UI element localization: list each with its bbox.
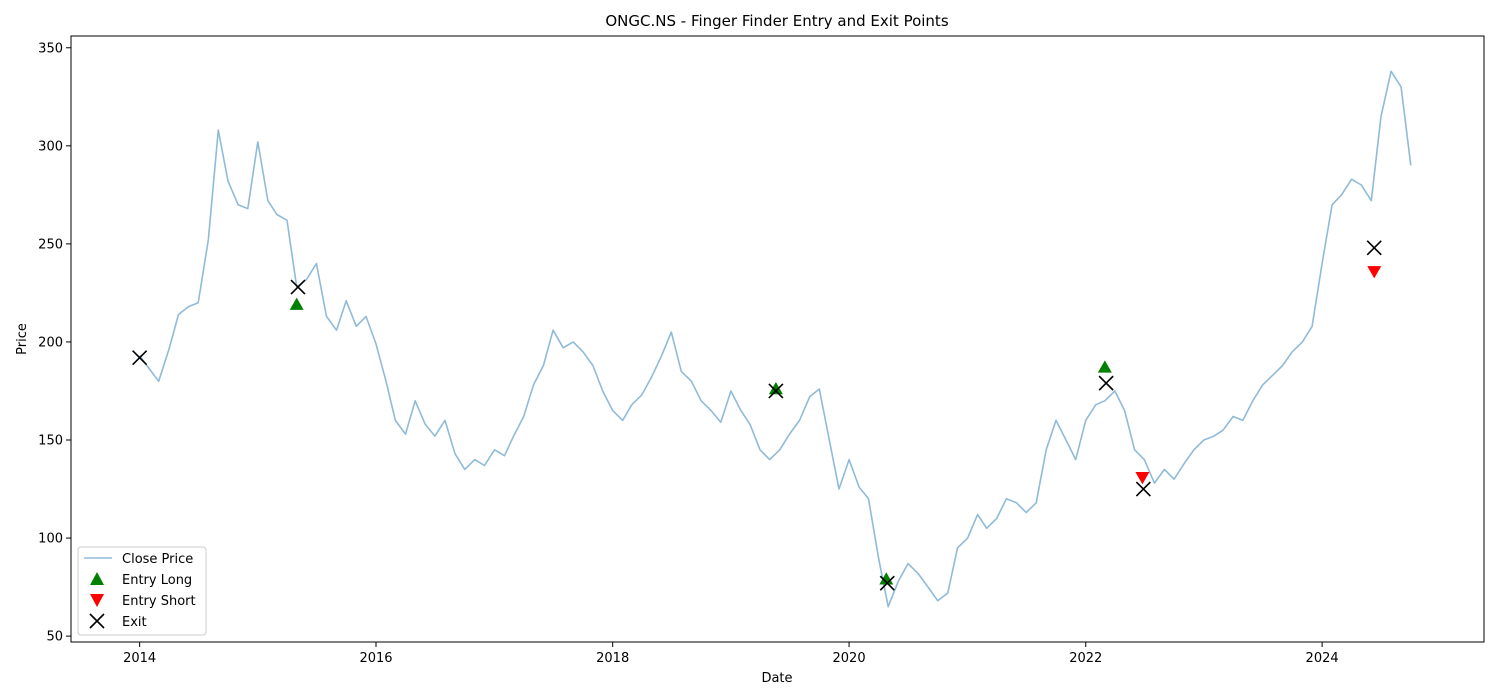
exit-marker: [879, 575, 895, 591]
entry-long-marker: [1097, 360, 1112, 373]
x-tick-label: 2022: [1069, 651, 1102, 666]
y-tick-label: 150: [38, 434, 63, 449]
exit-marker: [1366, 240, 1382, 256]
entry-short-marker: [1367, 266, 1382, 279]
close-price-line: [138, 70, 1412, 608]
legend-label-entry-long: Entry Long: [122, 573, 192, 588]
legend-label-exit: Exit: [122, 615, 147, 630]
exit-marker: [132, 350, 148, 366]
y-axis: 50 100 150 200 250 300 350: [38, 41, 71, 645]
legend-label-close-price: Close Price: [122, 552, 193, 567]
x-axis-title: Date: [761, 671, 792, 686]
legend-box: [77, 546, 207, 636]
legend-triangle-up-swatch: [90, 572, 104, 585]
legend-item-exit: Exit: [89, 613, 147, 630]
x-tick-label: 2016: [359, 651, 392, 666]
x-tick-label: 2024: [1306, 651, 1339, 666]
legend-item-close-price: Close Price: [84, 552, 193, 567]
legend-x-swatch: [89, 613, 105, 629]
x-tick-label: 2018: [596, 651, 629, 666]
entry-long-marker: [289, 297, 304, 310]
y-tick-label: 200: [38, 335, 63, 350]
legend-triangle-down-swatch: [90, 594, 104, 607]
legend-item-entry-long: Entry Long: [90, 572, 192, 588]
x-tick-label: 2014: [123, 651, 156, 666]
legend-item-entry-short: Entry Short: [90, 594, 196, 609]
chart-title: ONGC.NS - Finger Finder Entry and Exit P…: [605, 12, 948, 30]
y-tick-label: 300: [38, 139, 63, 154]
exit-marker: [1135, 481, 1151, 497]
y-axis-title: Price: [15, 323, 30, 355]
plot-frame: [70, 35, 1485, 643]
legend-label-entry-short: Entry Short: [122, 594, 196, 609]
entry-short-marker: [1135, 472, 1150, 485]
entry-long-marker: [768, 382, 783, 395]
exit-marker: [1098, 375, 1114, 391]
legend: Close Price Entry Long Entry Short Exit: [77, 546, 207, 636]
y-tick-label: 250: [38, 237, 63, 252]
y-tick-label: 100: [38, 532, 63, 547]
x-tick-label: 2020: [833, 651, 866, 666]
y-tick-label: 350: [38, 41, 63, 56]
x-axis: 2014 2016 2018 2020 2022 2024: [123, 642, 1339, 666]
exit-marker: [290, 279, 306, 295]
exit-marker: [768, 383, 784, 399]
plot-area: [132, 70, 1412, 608]
y-tick-label: 50: [46, 630, 63, 645]
